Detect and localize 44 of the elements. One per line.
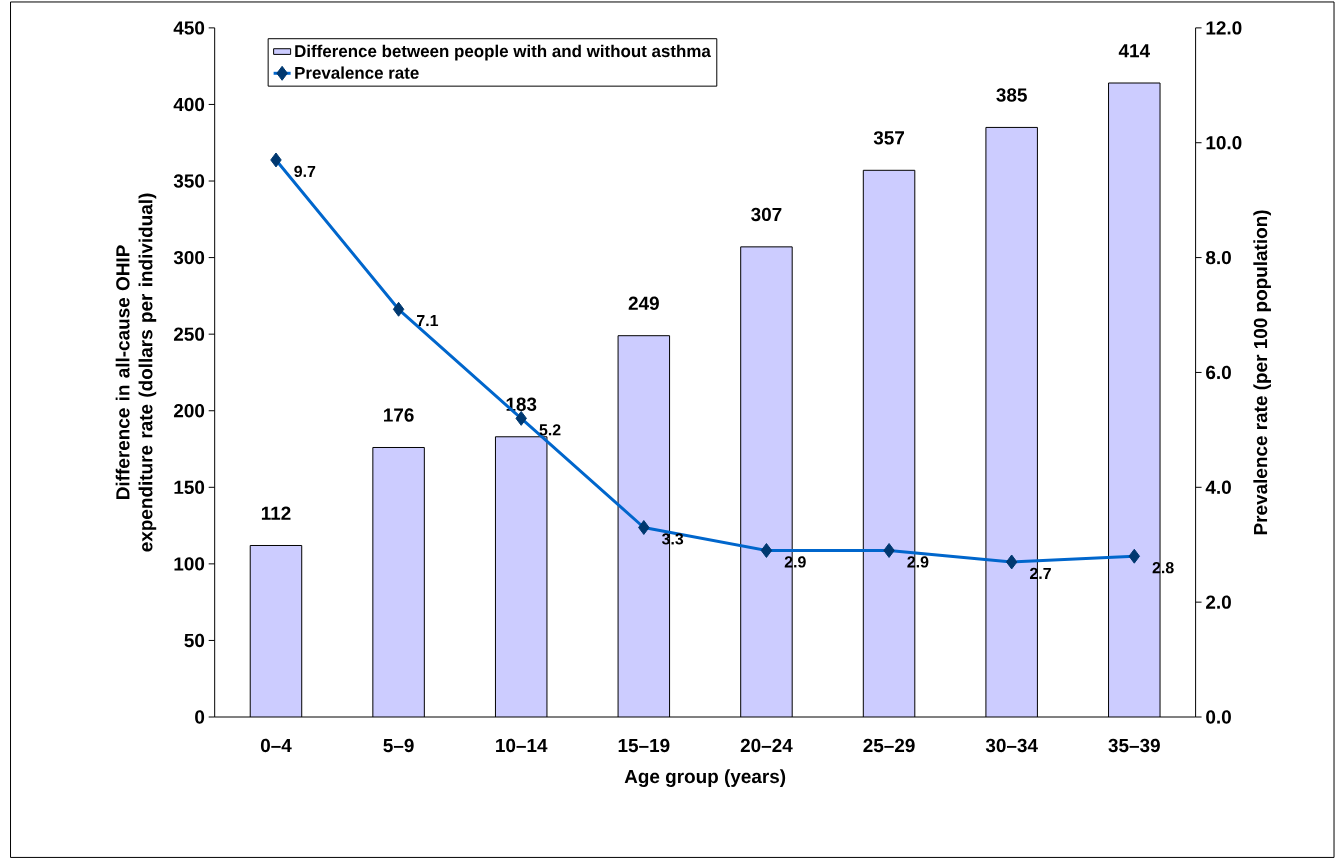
x-tick-label: 35–39	[1108, 738, 1160, 752]
y2-tick-label: 2.0	[1206, 595, 1231, 609]
bar	[250, 545, 302, 717]
y2-tick-label: 4.0	[1205, 480, 1231, 494]
y-tick-label: 100	[174, 556, 205, 571]
data-label: 112	[261, 506, 291, 520]
y-tick-label: 200	[173, 403, 205, 418]
legend-label: Difference between people with and without asthma	[295, 44, 711, 61]
x-axis-title: Age group (years)	[624, 769, 786, 787]
x-tick-label: 0–4	[260, 738, 292, 752]
y-tick-label: 350	[173, 174, 205, 188]
y-tick-label: 400	[173, 97, 205, 111]
data-label: 414	[1118, 44, 1150, 58]
bar	[372, 447, 425, 717]
data-label: 249	[628, 296, 659, 310]
data-label: 9.7	[294, 165, 316, 177]
y-tick-label: 0	[195, 710, 205, 724]
data-label: 307	[751, 207, 782, 221]
x-tick-label: 20–24	[740, 738, 793, 752]
data-label: 385	[996, 88, 1027, 102]
data-label: 183	[506, 397, 537, 411]
y2-tick-label: 8.0	[1205, 250, 1231, 265]
y-tick-label: 250	[173, 327, 205, 341]
y-tick-label: 300	[173, 250, 205, 265]
bar	[495, 436, 547, 717]
y-tick-label: 450	[173, 20, 205, 35]
y2-axis-title: Prevalence rate (per 100 population)	[1253, 210, 1271, 534]
legend-label: Prevalence rate	[295, 66, 419, 79]
data-label: 7.1	[417, 314, 439, 326]
y-axis-title: Difference in all-cause OHIP expenditure rate (dollars per individual)	[115, 193, 157, 552]
y-tick-label: 50	[184, 633, 205, 647]
x-tick-label: 10–14	[496, 738, 548, 752]
data-label: 176	[384, 408, 414, 422]
y2-tick-label: 0.0	[1206, 710, 1231, 724]
y2-tick-label: 10.0	[1206, 135, 1242, 150]
data-label: 357	[873, 130, 904, 145]
x-tick-label: 25–29	[863, 738, 915, 752]
data-label: 5.2	[539, 424, 561, 436]
x-tick-label: 30–34	[985, 738, 1038, 752]
y2-tick-label: 12.0	[1206, 20, 1242, 35]
x-tick-label: 5–9	[383, 738, 414, 752]
y2-tick-label: 6.0	[1206, 365, 1231, 379]
x-tick-label: 15–19	[618, 738, 670, 752]
y-tick-label: 150	[174, 480, 205, 494]
